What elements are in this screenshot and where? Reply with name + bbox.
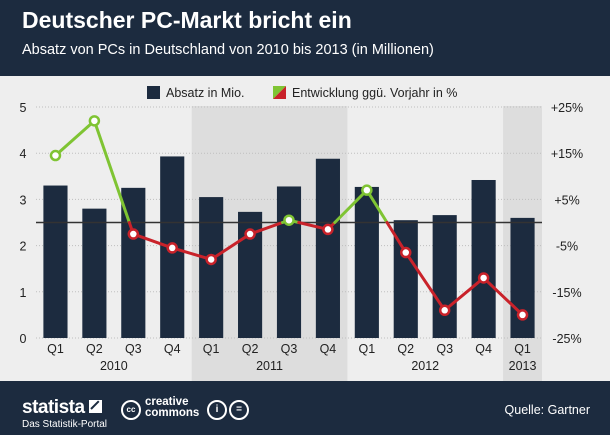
bar-7: [276, 186, 302, 338]
category-label: Q1: [359, 342, 376, 356]
line-segment: [209, 232, 252, 261]
legend-swatch-bar: [147, 86, 160, 99]
chart-title: Deutscher PC-Markt bricht ein: [22, 7, 352, 33]
chart-area: 0 1 2 3 4 5 -25% -15% -5% +5% +15% +25% Q1 Q2 Q3 Q4 Q1 Q2…: [0, 76, 610, 381]
line-point-3: [127, 228, 140, 240]
legend-swatch-line-negative: [273, 86, 286, 99]
bar-11: [432, 215, 457, 338]
line-segment: [170, 246, 213, 261]
line-segment: [404, 251, 447, 312]
line-series: [49, 115, 529, 321]
line-segment: [131, 232, 174, 250]
bar-series: [43, 156, 535, 338]
year-label: 2011: [256, 359, 283, 373]
line-point-2: [88, 115, 101, 127]
bar-2: [82, 208, 107, 338]
left-axis-tick-label: 1: [20, 286, 27, 300]
left-axis-tick-label: 4: [20, 147, 27, 161]
line-segment: [365, 188, 389, 224]
bar-8: [315, 158, 340, 338]
line-point-6: [244, 228, 256, 240]
bar-1: [43, 185, 68, 338]
year-label: 2012: [411, 359, 439, 373]
left-axis-tick-label: 0: [20, 332, 27, 346]
category-label: Q2: [397, 342, 414, 356]
category-label: Q1: [514, 342, 531, 356]
line-point-12: [477, 272, 490, 284]
header: Deutscher PC-Markt bricht ein Absatz von…: [0, 0, 610, 76]
attribution-icon: i: [207, 400, 227, 420]
cc-icon: cc: [121, 400, 141, 420]
right-axis-tick-label: +5%: [554, 193, 579, 207]
left-axis-tick-label: 2: [20, 240, 27, 254]
year-label: 2013: [509, 359, 537, 373]
legend-label-line: Entwicklung ggü. Vorjahr in %: [292, 86, 457, 100]
statista-mark-icon: [88, 400, 102, 413]
line-segment: [92, 119, 131, 224]
line-point-11: [438, 304, 451, 317]
line-point-13: [516, 309, 529, 321]
category-label: Q4: [164, 342, 181, 356]
chart: 0 1 2 3 4 5 -25% -15% -5% +5% +15% +25% Q1 Q2 Q3 Q4 Q1 Q2…: [20, 86, 584, 381]
brand-subline: Das Statistik-Portal: [22, 419, 108, 430]
cc-line1: creative: [145, 396, 189, 408]
legend: Absatz in Mio. Entwicklung ggü. Vorjahr …: [147, 86, 457, 100]
year-label: 2010: [100, 359, 128, 373]
bar-12: [471, 179, 496, 338]
axes: 0 1 2 3 4 5 -25% -15% -5% +5% +15% +25% Q1 Q2 Q3 Q4 Q1 Q2…: [20, 101, 584, 373]
source-note: Quelle: Gartner: [504, 403, 590, 417]
category-label: Q3: [281, 342, 298, 356]
category-label: Q1: [47, 342, 64, 356]
line-point-9: [361, 184, 373, 196]
line-segment: [482, 276, 525, 317]
right-axis-tick-label: -15%: [552, 286, 581, 300]
line-point-10: [400, 246, 412, 259]
right-axis-tick-label: -25%: [552, 332, 581, 346]
category-label: Q2: [86, 342, 103, 356]
line-segment: [333, 188, 369, 224]
line-point-8: [322, 223, 334, 236]
footer: statista Das Statistik-Portal cc creativ…: [0, 381, 610, 435]
right-axis-tick-label: -5%: [556, 240, 578, 254]
right-axis-tick-label: +15%: [551, 147, 583, 161]
line-point-1: [49, 149, 62, 162]
category-label: Q3: [436, 342, 453, 356]
brand-name: statista: [22, 397, 85, 418]
line-segment: [443, 276, 486, 312]
cc-text: creative commons: [145, 396, 200, 419]
line-point-5: [205, 253, 217, 266]
left-axis-tick-label: 3: [20, 193, 27, 207]
category-label: Q4: [320, 342, 337, 356]
line-point-4: [166, 242, 178, 254]
bar-5: [199, 197, 224, 338]
line-point-7: [283, 214, 295, 226]
category-label: Q4: [475, 342, 492, 356]
category-label: Q2: [242, 342, 259, 356]
left-axis-tick-label: 5: [20, 101, 27, 115]
cc-line2: commons: [145, 407, 200, 419]
no-derivatives-icon: =: [229, 400, 249, 420]
category-label: Q3: [125, 342, 142, 356]
statista-logo[interactable]: statista: [22, 397, 102, 419]
category-label: Q1: [203, 342, 220, 356]
chart-subtitle: Absatz von PCs in Deutschland von 2010 b…: [22, 42, 434, 58]
legend-label-bar: Absatz in Mio.: [166, 86, 245, 100]
bar-9: [354, 186, 379, 338]
line-segment: [385, 221, 408, 255]
right-axis-tick-label: +25%: [551, 101, 583, 115]
line-segment: [53, 119, 96, 158]
